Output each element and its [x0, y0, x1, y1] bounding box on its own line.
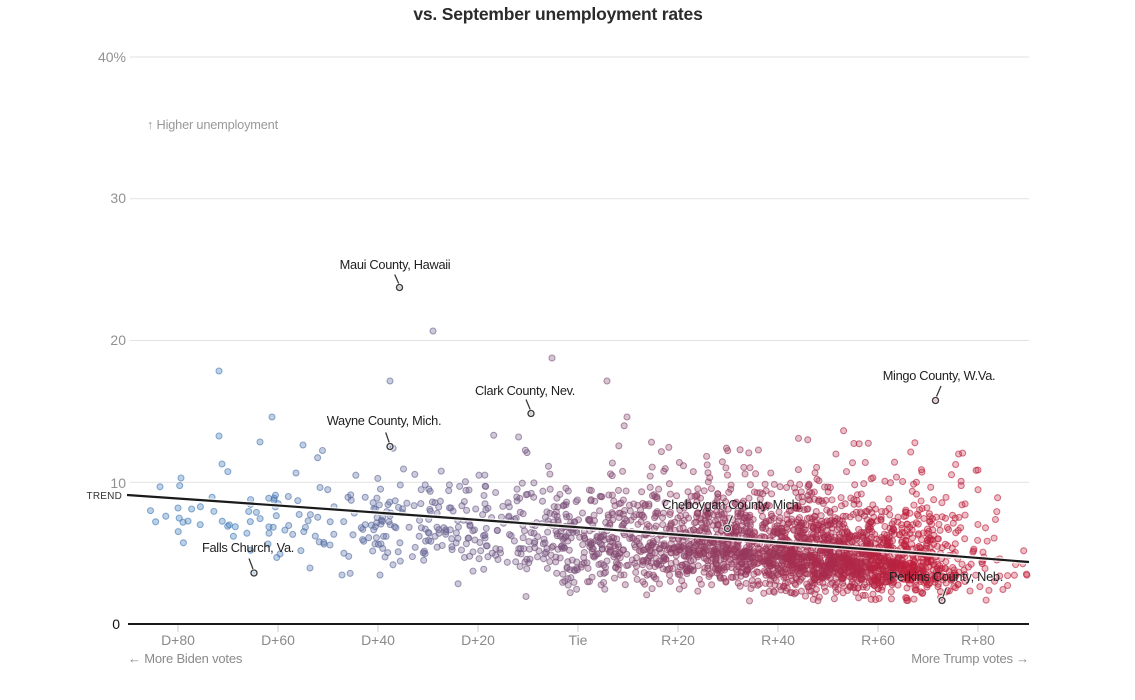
svg-text:10: 10 — [110, 475, 126, 491]
svg-text:Wayne County, Mich.: Wayne County, Mich. — [327, 413, 442, 428]
svg-text:TREND: TREND — [87, 491, 122, 502]
svg-text:Maui County, Hawaii: Maui County, Hawaii — [340, 257, 451, 272]
svg-text:D+80: D+80 — [161, 632, 195, 648]
svg-text:30: 30 — [110, 190, 126, 206]
svg-text:Clark County, Nev.: Clark County, Nev. — [475, 383, 575, 398]
svg-text:20: 20 — [110, 332, 126, 348]
svg-text:D+20: D+20 — [461, 632, 495, 648]
svg-text:D+60: D+60 — [261, 632, 295, 648]
svg-text:↑ Higher unemployment: ↑ Higher unemployment — [147, 117, 279, 132]
svg-text:Tie: Tie — [569, 632, 588, 648]
svg-text:R+40: R+40 — [761, 632, 795, 648]
svg-text:0: 0 — [112, 616, 120, 632]
svg-text:D+40: D+40 — [361, 632, 395, 648]
svg-text:Falls Church, Va.: Falls Church, Va. — [202, 540, 294, 555]
svg-text:R+60: R+60 — [861, 632, 895, 648]
svg-text:More Trump votes →: More Trump votes → — [911, 651, 1029, 666]
svg-text:R+20: R+20 — [661, 632, 695, 648]
svg-text:R+80: R+80 — [961, 632, 995, 648]
svg-text:← More Biden votes: ← More Biden votes — [128, 651, 243, 666]
svg-text:Perkins County, Neb.: Perkins County, Neb. — [889, 569, 1003, 584]
svg-text:Cheboygan County, Mich.: Cheboygan County, Mich. — [662, 497, 801, 512]
svg-text:Mingo County, W.Va.: Mingo County, W.Va. — [883, 368, 996, 383]
svg-text:vs. September unemployment rat: vs. September unemployment rates — [413, 4, 703, 24]
svg-text:40%: 40% — [98, 49, 126, 65]
